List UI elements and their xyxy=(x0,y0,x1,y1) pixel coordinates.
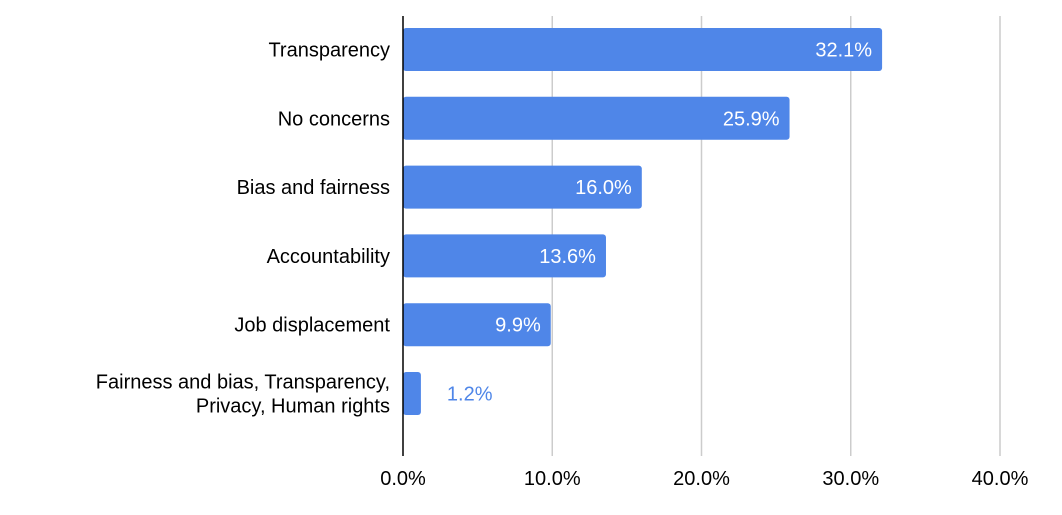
x-tick-label: 20.0% xyxy=(673,468,730,490)
bar xyxy=(403,96,790,140)
bar xyxy=(403,28,883,71)
bar xyxy=(403,372,421,415)
data-label: 13.6% xyxy=(539,246,596,268)
data-label: 32.1% xyxy=(815,40,872,62)
data-label: 1.2% xyxy=(447,384,493,406)
category-label: Job displacement xyxy=(234,315,390,337)
gridlines xyxy=(551,16,1001,456)
x-tick-label: 0.0% xyxy=(380,468,426,490)
x-tick-label: 30.0% xyxy=(822,468,879,490)
category-label: No concerns xyxy=(278,108,390,130)
bar xyxy=(403,165,642,209)
category-label: Privacy, Human rights xyxy=(196,396,390,418)
x-tick-label: 10.0% xyxy=(524,468,581,490)
category-label: Transparency xyxy=(268,40,390,62)
data-label: 16.0% xyxy=(575,177,632,199)
x-tick-label: 40.0% xyxy=(972,468,1029,490)
data-label: 9.9% xyxy=(495,315,541,337)
axes: 0.0% 10.0% 20.0% 30.0% 40.0% xyxy=(380,16,1029,490)
bars xyxy=(403,28,883,415)
category-label: Bias and fairness xyxy=(237,177,390,199)
category-label: Fairness and bias, Transparency, xyxy=(96,372,390,394)
bar xyxy=(403,234,606,278)
category-label: Accountability xyxy=(267,246,390,268)
data-label: 25.9% xyxy=(723,108,780,130)
bar xyxy=(403,303,551,347)
labels: 32.1% Transparency 25.9% No concerns 16.0% Bi… xyxy=(96,40,873,418)
